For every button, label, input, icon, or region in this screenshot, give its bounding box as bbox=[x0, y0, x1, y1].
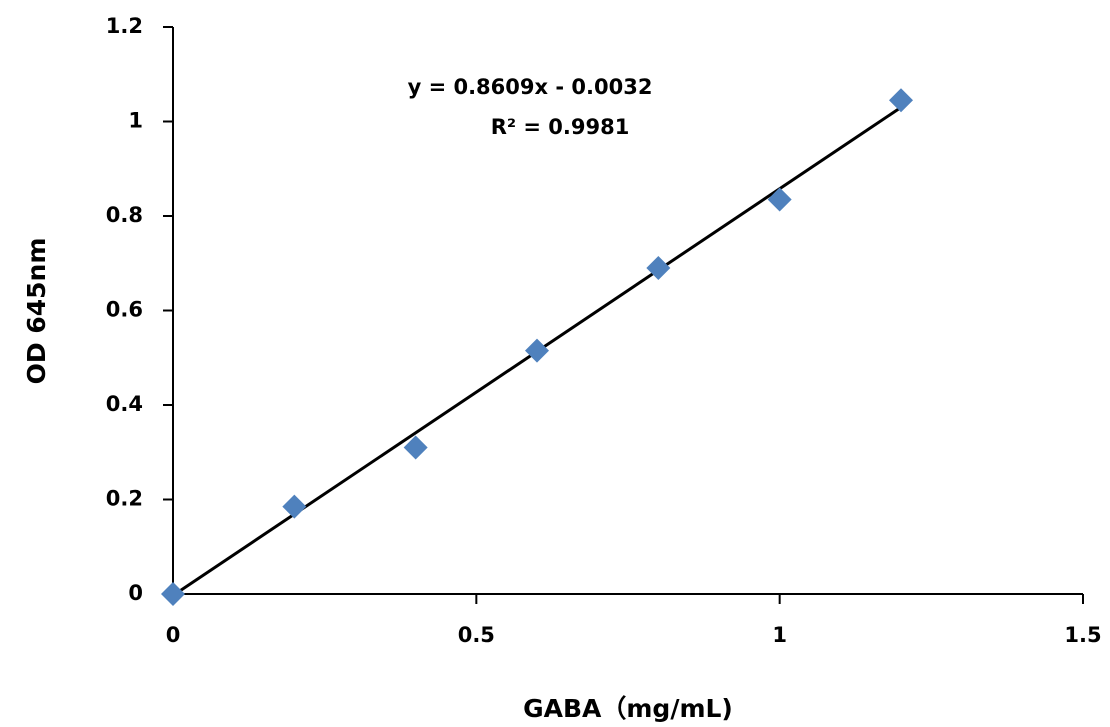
data-point bbox=[767, 187, 792, 212]
data-point bbox=[889, 88, 913, 113]
data-point bbox=[646, 255, 671, 280]
equation: y = 0.8609x - 0.0032 bbox=[408, 75, 653, 99]
y-tick-label: 0.8 bbox=[106, 203, 143, 227]
y-tick-label: 1 bbox=[128, 109, 143, 133]
data-point bbox=[282, 494, 307, 519]
x-tick-label: 0.5 bbox=[458, 623, 495, 647]
y-tick-label: 0.4 bbox=[106, 392, 143, 416]
x-tick-label: 1 bbox=[772, 623, 787, 647]
y-tick-label: 0.6 bbox=[106, 298, 143, 322]
x-axis-title: GABA（mg/mL) bbox=[523, 694, 733, 723]
r-squared: R² = 0.9981 bbox=[491, 115, 630, 139]
x-tick-label: 1.5 bbox=[1064, 623, 1101, 647]
y-tick-label: 1.2 bbox=[106, 14, 143, 38]
y-tick-label: 0 bbox=[128, 581, 143, 605]
data-point bbox=[161, 582, 185, 606]
data-point bbox=[403, 435, 428, 460]
x-tick-label: 0 bbox=[166, 623, 181, 647]
data-point bbox=[525, 338, 549, 363]
y-axis-title: OD 645nm bbox=[22, 238, 51, 385]
y-tick-label: 0.2 bbox=[106, 487, 143, 511]
